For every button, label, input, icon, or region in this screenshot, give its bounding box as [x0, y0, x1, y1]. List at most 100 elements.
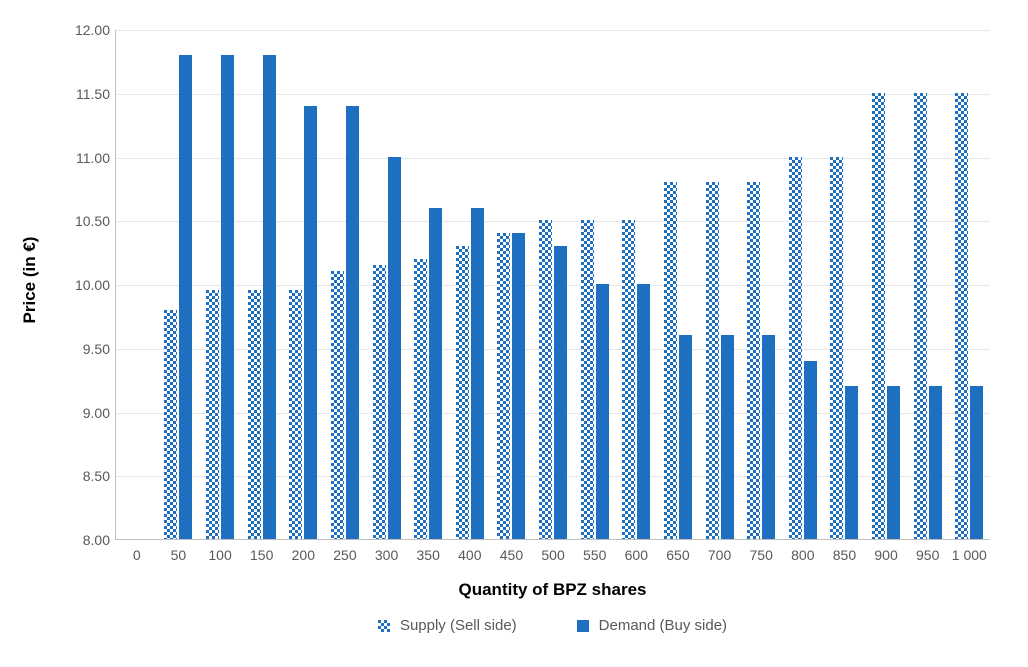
category: 800 — [782, 30, 824, 539]
category: 750 — [740, 30, 782, 539]
x-tick-label: 150 — [250, 547, 273, 563]
bar-supply — [747, 182, 760, 539]
bar-demand — [929, 386, 942, 539]
y-tick-label: 8.50 — [50, 468, 110, 484]
bar-supply — [955, 93, 968, 539]
y-tick-label: 12.00 — [50, 22, 110, 38]
x-tick-label: 800 — [791, 547, 814, 563]
bars-row: 0501001502002503003504004505005506006507… — [116, 30, 990, 539]
x-tick-label: 500 — [541, 547, 564, 563]
category: 450 — [491, 30, 533, 539]
x-tick-label: 700 — [708, 547, 731, 563]
category: 150 — [241, 30, 283, 539]
x-tick-label: 350 — [417, 547, 440, 563]
bar-supply — [414, 259, 427, 540]
legend-swatch-demand — [577, 620, 589, 632]
category: 300 — [366, 30, 408, 539]
category: 900 — [865, 30, 907, 539]
bar-supply — [206, 290, 219, 539]
y-tick-label: 8.00 — [50, 532, 110, 548]
bar-supply — [373, 265, 386, 539]
bar-demand — [596, 284, 609, 539]
category: 400 — [449, 30, 491, 539]
bar-demand — [179, 55, 192, 540]
bar-demand — [471, 208, 484, 540]
x-tick-label: 450 — [500, 547, 523, 563]
bar-demand — [554, 246, 567, 539]
category: 250 — [324, 30, 366, 539]
y-tick-label: 11.00 — [50, 150, 110, 166]
category: 0 — [116, 30, 158, 539]
bar-demand — [512, 233, 525, 539]
x-axis-title: Quantity of BPZ shares — [115, 580, 990, 600]
y-tick-label: 10.00 — [50, 277, 110, 293]
plot-area: 0501001502002503003504004505005506006507… — [115, 30, 990, 540]
bar-supply — [622, 220, 635, 539]
chart-container: Price (in €) 8.008.509.009.5010.0010.501… — [30, 20, 1010, 650]
bar-demand — [721, 335, 734, 539]
y-axis-title: Price (in €) — [20, 237, 40, 324]
legend-swatch-supply — [378, 620, 390, 632]
x-tick-label: 0 — [133, 547, 141, 563]
y-tick-label: 9.00 — [50, 405, 110, 421]
bar-demand — [970, 386, 983, 539]
x-tick-label: 100 — [208, 547, 231, 563]
legend-label-demand: Demand (Buy side) — [599, 617, 727, 634]
bar-supply — [914, 93, 927, 539]
x-tick-label: 650 — [666, 547, 689, 563]
category: 600 — [616, 30, 658, 539]
category: 100 — [199, 30, 241, 539]
category: 500 — [532, 30, 574, 539]
category: 1 000 — [949, 30, 991, 539]
bar-supply — [830, 157, 843, 540]
category: 700 — [699, 30, 741, 539]
bar-demand — [346, 106, 359, 540]
y-tick-label: 10.50 — [50, 213, 110, 229]
category: 50 — [158, 30, 200, 539]
bar-demand — [762, 335, 775, 539]
bar-demand — [679, 335, 692, 539]
bar-demand — [804, 361, 817, 540]
x-tick-label: 200 — [292, 547, 315, 563]
x-tick-label: 400 — [458, 547, 481, 563]
x-tick-label: 750 — [750, 547, 773, 563]
bar-supply — [289, 290, 302, 539]
bar-demand — [263, 55, 276, 540]
category: 350 — [407, 30, 449, 539]
bar-supply — [248, 290, 261, 539]
x-tick-label: 550 — [583, 547, 606, 563]
bar-demand — [221, 55, 234, 540]
x-tick-label: 900 — [874, 547, 897, 563]
x-tick-label: 300 — [375, 547, 398, 563]
bar-demand — [887, 386, 900, 539]
bar-supply — [539, 220, 552, 539]
category: 200 — [283, 30, 325, 539]
bar-supply — [706, 182, 719, 539]
x-tick-label: 950 — [916, 547, 939, 563]
bar-supply — [497, 233, 510, 539]
category: 650 — [657, 30, 699, 539]
x-tick-label: 50 — [171, 547, 187, 563]
bar-demand — [388, 157, 401, 540]
bar-supply — [164, 310, 177, 540]
bar-demand — [637, 284, 650, 539]
bar-supply — [331, 271, 344, 539]
legend-label-supply: Supply (Sell side) — [400, 617, 517, 634]
x-tick-label: 250 — [333, 547, 356, 563]
x-tick-label: 1 000 — [952, 547, 987, 563]
x-tick-label: 600 — [625, 547, 648, 563]
bar-demand — [845, 386, 858, 539]
category: 550 — [574, 30, 616, 539]
bar-supply — [872, 93, 885, 539]
y-tick-label: 11.50 — [50, 86, 110, 102]
category: 950 — [907, 30, 949, 539]
y-tick-label: 9.50 — [50, 341, 110, 357]
bar-supply — [664, 182, 677, 539]
bar-supply — [456, 246, 469, 539]
bar-demand — [304, 106, 317, 540]
legend-item-supply: Supply (Sell side) — [378, 617, 517, 634]
x-tick-label: 850 — [833, 547, 856, 563]
bar-demand — [429, 208, 442, 540]
category: 850 — [824, 30, 866, 539]
legend-item-demand: Demand (Buy side) — [577, 617, 727, 634]
